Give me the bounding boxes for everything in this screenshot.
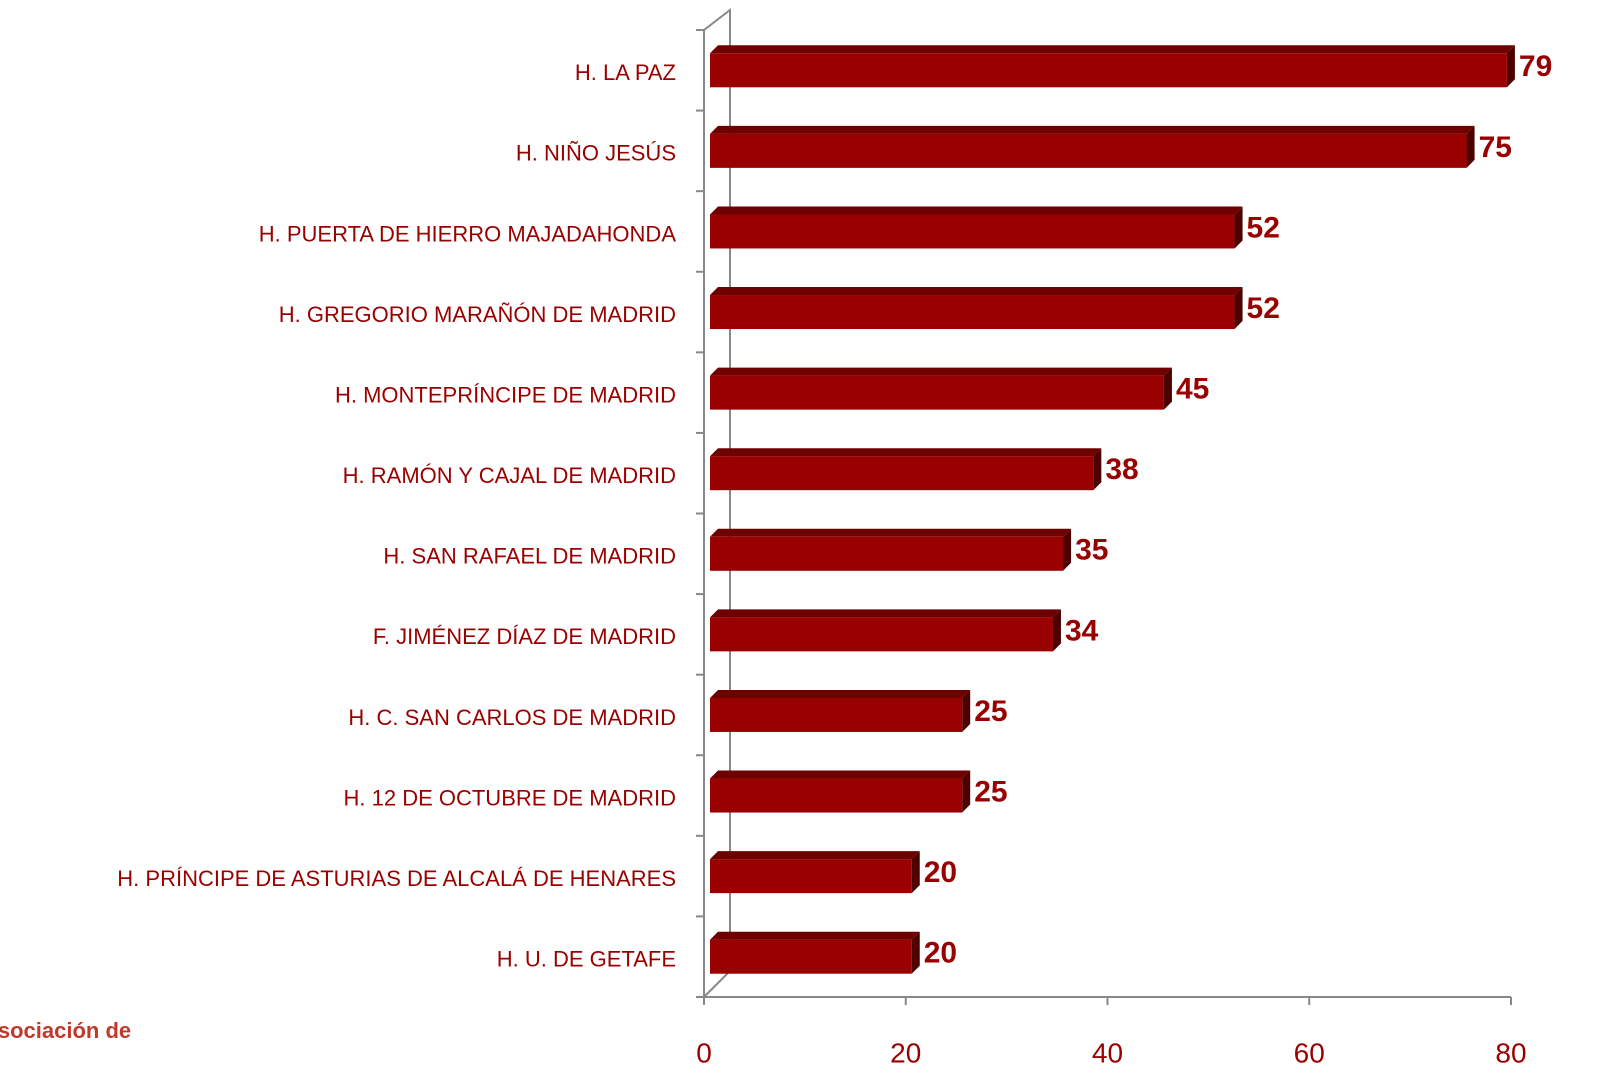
y-tick-label: H. PUERTA DE HIERRO MAJADAHONDA bbox=[259, 221, 677, 246]
bar-face bbox=[710, 456, 1094, 491]
bar-face bbox=[710, 931, 920, 940]
bar-face bbox=[710, 133, 1467, 168]
y-tick-label: H. PRÍNCIPE DE ASTURIAS DE ALCALÁ DE HEN… bbox=[117, 866, 676, 891]
y-tick-label: H. MONTEPRÍNCIPE DE MADRID bbox=[335, 382, 676, 407]
bar bbox=[710, 528, 1072, 571]
value-label: 52 bbox=[1247, 211, 1280, 244]
value-label: 35 bbox=[1075, 534, 1108, 567]
logo-text: Asociación de bbox=[0, 1018, 131, 1043]
value-label: 79 bbox=[1519, 50, 1552, 83]
bar-face bbox=[1234, 287, 1243, 330]
bar-face bbox=[710, 609, 1061, 618]
bar-face bbox=[1093, 448, 1102, 491]
bar bbox=[710, 931, 920, 974]
bar-face bbox=[710, 125, 1475, 134]
bar-face bbox=[962, 770, 971, 813]
bar-face bbox=[710, 53, 1507, 88]
bar-face bbox=[710, 448, 1102, 457]
bar-face bbox=[710, 375, 1164, 410]
bar bbox=[710, 45, 1515, 88]
bar bbox=[710, 448, 1102, 491]
bar-face bbox=[1466, 125, 1475, 168]
bar-face bbox=[710, 295, 1235, 330]
y-tick-label: H. 12 DE OCTUBRE DE MADRID bbox=[344, 785, 677, 810]
value-label: 34 bbox=[1065, 614, 1099, 647]
bar bbox=[710, 689, 971, 732]
bar-face bbox=[1052, 609, 1061, 652]
bar bbox=[710, 770, 971, 813]
x-tick-label: 0 bbox=[696, 1037, 712, 1068]
x-tick-label: 40 bbox=[1092, 1037, 1123, 1068]
bar-face bbox=[710, 770, 971, 779]
x-tick-label: 60 bbox=[1294, 1037, 1325, 1068]
bar-face bbox=[710, 617, 1053, 652]
bar-face bbox=[911, 931, 920, 974]
bar-face bbox=[710, 528, 1072, 537]
value-label: 45 bbox=[1176, 373, 1209, 406]
value-label: 52 bbox=[1247, 292, 1280, 325]
bar-face bbox=[710, 206, 1243, 215]
bar-face bbox=[1163, 367, 1172, 410]
y-tick-label: H. GREGORIO MARAÑÓN DE MADRID bbox=[279, 302, 676, 327]
y-tick-label: F. JIMÉNEZ DÍAZ DE MADRID bbox=[373, 624, 676, 649]
value-label: 75 bbox=[1479, 131, 1512, 164]
bar-face bbox=[710, 45, 1515, 54]
bar bbox=[710, 367, 1172, 410]
bar-face bbox=[710, 859, 912, 894]
y-tick-label: H. NIÑO JESÚS bbox=[516, 141, 676, 166]
y-tick-label: H. SAN RAFAEL DE MADRID bbox=[383, 544, 676, 569]
bar-face bbox=[1063, 528, 1072, 571]
value-label: 25 bbox=[974, 695, 1007, 728]
y-tick-label: H. C. SAN CARLOS DE MADRID bbox=[348, 705, 676, 730]
bar-face bbox=[1234, 206, 1243, 249]
bar-face bbox=[710, 778, 963, 813]
y-tick-label: H. U. DE GETAFE bbox=[497, 947, 676, 972]
bar-face bbox=[710, 851, 920, 860]
y-tick-label: H. LA PAZ bbox=[575, 60, 676, 85]
bar-face bbox=[710, 214, 1235, 249]
x-tick-label: 80 bbox=[1495, 1037, 1526, 1068]
bar bbox=[710, 851, 920, 894]
bar-face bbox=[710, 536, 1064, 571]
x-tick-label: 20 bbox=[890, 1037, 921, 1068]
bar-face bbox=[911, 851, 920, 894]
value-label: 20 bbox=[924, 856, 957, 889]
bar bbox=[710, 609, 1061, 652]
bar-face bbox=[710, 697, 963, 732]
value-label: 25 bbox=[974, 775, 1007, 808]
bar-face bbox=[710, 939, 912, 974]
bar-face bbox=[1506, 45, 1515, 88]
bar-face bbox=[710, 367, 1172, 376]
bar-face bbox=[962, 689, 971, 732]
bar bbox=[710, 125, 1475, 168]
bar bbox=[710, 287, 1243, 330]
value-label: 20 bbox=[924, 937, 957, 970]
y-tick-label: H. RAMÓN Y CAJAL DE MADRID bbox=[343, 463, 676, 488]
bar-face bbox=[710, 689, 971, 698]
bar-face bbox=[710, 287, 1243, 296]
bar bbox=[710, 206, 1243, 249]
value-label: 38 bbox=[1105, 453, 1138, 486]
